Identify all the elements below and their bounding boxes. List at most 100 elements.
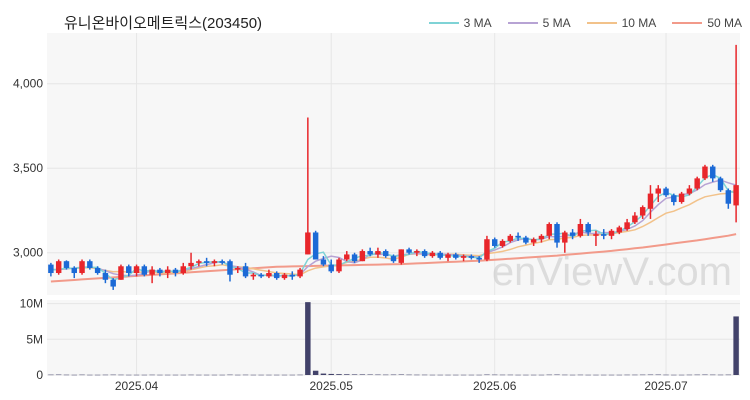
- legend-label-ma10: 10 MA: [621, 16, 657, 30]
- volume-bar: [546, 374, 552, 376]
- volume-bar: [733, 316, 739, 375]
- candle-body: [196, 261, 202, 263]
- candle-body: [562, 232, 568, 243]
- candle-body: [305, 232, 311, 255]
- volume-bar: [538, 374, 545, 376]
- candle-body: [632, 215, 638, 223]
- candle-body: [258, 274, 264, 277]
- volume-bar: [63, 374, 70, 376]
- candle-body: [507, 235, 514, 241]
- volume-bar: [499, 374, 506, 376]
- candle-body: [188, 262, 194, 267]
- volume-bar: [686, 374, 693, 376]
- candle-body: [725, 190, 732, 204]
- candle-body: [398, 249, 405, 263]
- candle-body: [569, 232, 576, 236]
- chart-legend: 3 MA 5 MA 10 MA 50 MA: [428, 16, 742, 30]
- price-tick-label: 4,000: [13, 77, 43, 91]
- volume-bar: [188, 374, 194, 376]
- volume-bar: [429, 374, 436, 376]
- candle-body: [491, 239, 498, 246]
- volume-tick-label: 5M: [26, 332, 43, 346]
- legend-item-ma10: 10 MA: [586, 16, 657, 30]
- candle-body: [429, 252, 436, 257]
- candle-body: [328, 264, 334, 272]
- volume-bar: [242, 374, 249, 376]
- candle-body: [133, 266, 140, 274]
- volume-bar: [468, 374, 475, 376]
- candle-body: [94, 267, 101, 274]
- volume-bar: [55, 374, 62, 376]
- candle-body: [336, 259, 342, 272]
- candle-body: [320, 259, 327, 265]
- candle-body: [702, 166, 708, 179]
- volume-bar: [585, 374, 591, 376]
- volume-bar: [593, 374, 599, 376]
- volume-bar: [164, 374, 171, 376]
- volume-bar: [250, 374, 257, 376]
- candle-body: [359, 251, 366, 262]
- volume-bar: [320, 373, 327, 375]
- candle-body: [476, 257, 482, 260]
- candle-body: [63, 261, 70, 268]
- volume-bar: [624, 374, 630, 376]
- candle-body: [273, 273, 280, 279]
- candle-body: [733, 185, 739, 206]
- volume-bar: [569, 374, 576, 376]
- candle-body: [227, 261, 233, 275]
- volume-bar: [79, 374, 85, 376]
- candle-body: [281, 274, 288, 279]
- volume-bar: [655, 374, 661, 376]
- volume-bar: [453, 374, 459, 376]
- candle-body: [118, 266, 124, 280]
- volume-bar: [562, 374, 568, 376]
- volume-bar: [258, 374, 264, 376]
- candle-body: [460, 256, 467, 258]
- volume-bar: [678, 374, 685, 376]
- volume-bar: [297, 374, 303, 376]
- volume-bar: [507, 374, 514, 376]
- candle-body: [499, 240, 506, 246]
- volume-bar: [632, 374, 638, 376]
- legend-item-ma5: 5 MA: [507, 16, 571, 30]
- volume-bar: [289, 374, 296, 376]
- volume-bar: [437, 374, 443, 376]
- x-tick-label: 2025.04: [115, 379, 159, 393]
- volume-bar: [219, 374, 225, 376]
- volume-bar: [398, 374, 405, 375]
- volume-bar: [639, 374, 646, 376]
- legend-item-ma3: 3 MA: [428, 16, 492, 30]
- volume-bar: [491, 374, 498, 376]
- candle-body: [445, 254, 451, 258]
- candle-body: [655, 188, 661, 194]
- candle-body: [639, 207, 646, 216]
- volume-bar: [710, 374, 716, 376]
- volume-bar: [694, 374, 700, 376]
- volume-bar: [305, 302, 311, 375]
- candle-body: [538, 235, 545, 240]
- candle-body: [468, 256, 475, 258]
- volume-bar: [157, 374, 163, 376]
- candle-body: [421, 251, 428, 257]
- volume-bar: [336, 374, 342, 375]
- candle-body: [312, 232, 319, 260]
- volume-bar: [87, 374, 93, 376]
- candle-body: [344, 254, 350, 260]
- volume-bar: [608, 374, 615, 376]
- volume-bar: [71, 374, 77, 376]
- candle-body: [211, 261, 218, 263]
- volume-bar: [414, 374, 420, 376]
- candle-body: [577, 224, 584, 236]
- candle-body: [624, 222, 630, 230]
- legend-label-ma50: 50 MA: [707, 16, 742, 30]
- volume-bar: [530, 374, 537, 376]
- candle-body: [235, 267, 241, 270]
- candle-body: [647, 193, 654, 209]
- candle-body: [250, 274, 257, 277]
- candle-body: [671, 195, 677, 203]
- volume-bar: [351, 374, 358, 375]
- candle-body: [110, 279, 116, 287]
- volume-bar: [616, 374, 623, 376]
- legend-item-ma50: 50 MA: [672, 16, 742, 30]
